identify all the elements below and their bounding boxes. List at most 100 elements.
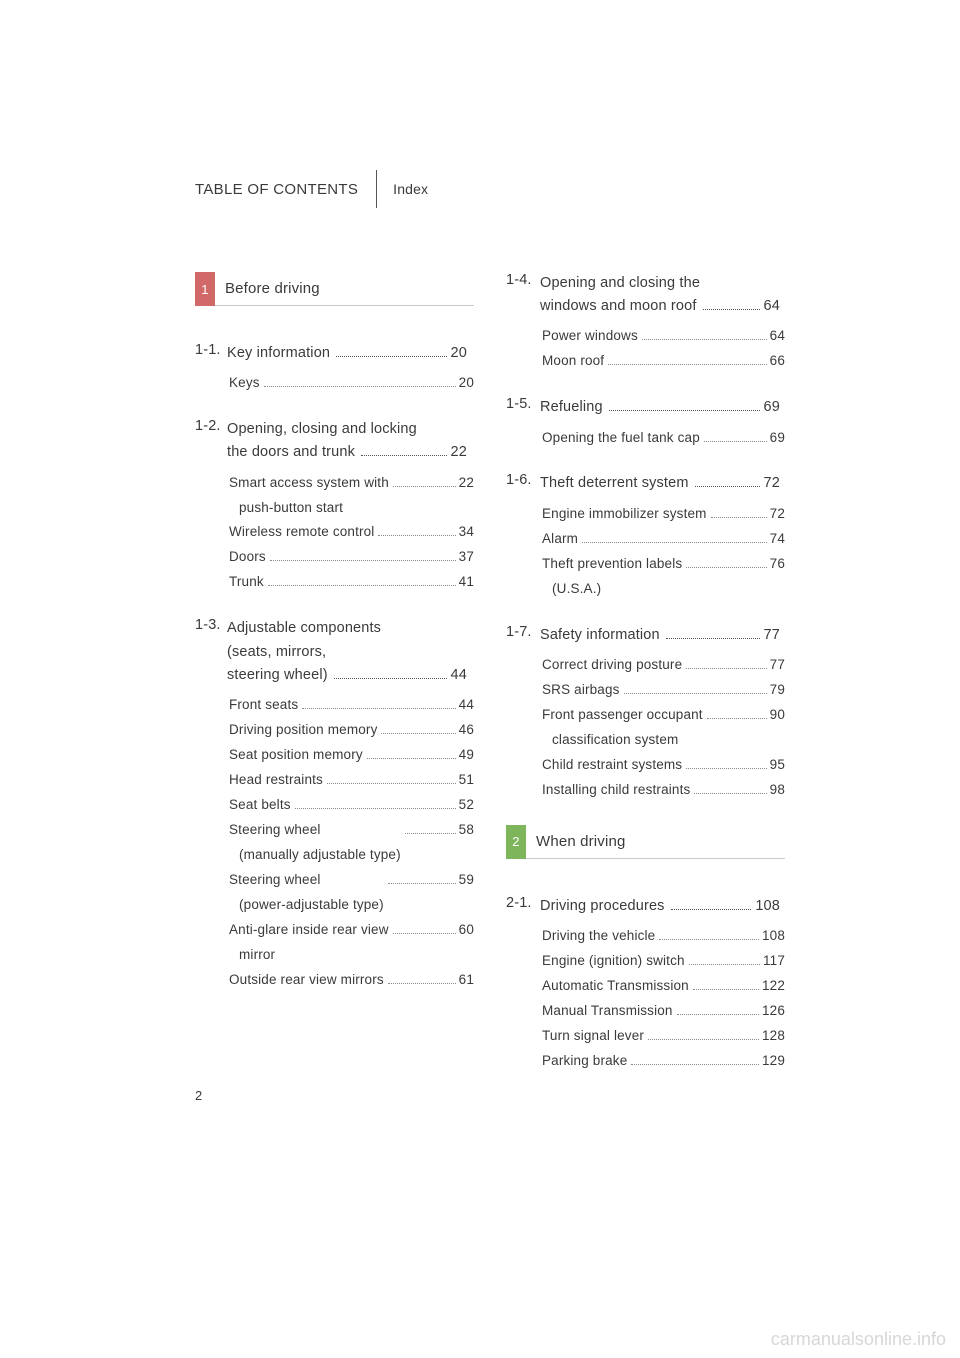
- toc-entry-label: Automatic Transmission: [542, 974, 689, 999]
- toc-entry-label: Smart access system withpush-button star…: [229, 471, 389, 521]
- subsection-heading[interactable]: 2-1.Driving procedures108: [506, 895, 785, 918]
- subsection-title-block: Key information20: [227, 342, 467, 365]
- subsection-items: Power windows64Moon roof66: [542, 324, 785, 374]
- chapter-heading: 1Before driving: [195, 272, 474, 306]
- toc-entry-page: 49: [459, 743, 474, 768]
- toc-entry-label: Front seats: [229, 693, 298, 718]
- leader-dots: [609, 410, 760, 411]
- subsection-page: 72: [764, 472, 780, 495]
- subsection-items: Keys20: [229, 371, 474, 396]
- leader-dots: [270, 560, 456, 561]
- toc-entry-label: Seat belts: [229, 793, 291, 818]
- toc-entry[interactable]: Driving position memory46: [229, 718, 474, 743]
- chapter-heading: 2When driving: [506, 825, 785, 859]
- toc-entry-page: 60: [459, 918, 474, 943]
- leader-dots: [686, 567, 766, 568]
- toc-entry-label: Correct driving posture: [542, 653, 682, 678]
- toc-entry[interactable]: Engine immobilizer system72: [542, 502, 785, 527]
- leader-dots: [631, 1064, 759, 1065]
- toc-entry[interactable]: Smart access system withpush-button star…: [229, 471, 474, 521]
- leader-dots: [677, 1014, 759, 1015]
- toc-entry[interactable]: Seat position memory49: [229, 743, 474, 768]
- toc-entry[interactable]: Engine (ignition) switch117: [542, 949, 785, 974]
- toc-entry[interactable]: Steering wheel(power-adjustable type) 59: [229, 868, 474, 918]
- subsection-heading[interactable]: 1-5.Refueling69: [506, 396, 785, 419]
- leader-dots: [695, 486, 760, 487]
- subsection-page: 44: [451, 664, 467, 687]
- toc-entry[interactable]: Opening the fuel tank cap69: [542, 426, 785, 451]
- toc-entry[interactable]: Turn signal lever128: [542, 1024, 785, 1049]
- subsection-heading[interactable]: 1-4.Opening and closing thewindows and m…: [506, 272, 785, 318]
- toc-entry-page: 41: [459, 570, 474, 595]
- subsection-number: 1-4.: [506, 272, 540, 288]
- subsection-heading[interactable]: 1-3.Adjustable components(seats, mirrors…: [195, 617, 474, 687]
- toc-entry[interactable]: Anti-glare inside rear viewmirror60: [229, 918, 474, 968]
- toc-entry[interactable]: Automatic Transmission122: [542, 974, 785, 999]
- toc-entry-label: Trunk: [229, 570, 264, 595]
- subsection-title-text: Safety information: [540, 624, 660, 647]
- toc-entry[interactable]: Trunk 41: [229, 570, 474, 595]
- toc-entry-label: Installing child restraints: [542, 778, 690, 803]
- toc-entry[interactable]: Correct driving posture77: [542, 653, 785, 678]
- toc-entry-page: 51: [459, 768, 474, 793]
- leader-dots: [703, 309, 760, 310]
- toc-entry[interactable]: Doors37: [229, 545, 474, 570]
- chapter-number-tab: 2: [506, 825, 526, 859]
- toc-entry[interactable]: Manual Transmission126: [542, 999, 785, 1024]
- subsection-title-block: Refueling69: [540, 396, 780, 419]
- subsection-page: 77: [764, 624, 780, 647]
- toc-entry-label: Doors: [229, 545, 266, 570]
- subsection-title-text: windows and moon roof: [540, 295, 697, 318]
- leader-dots: [648, 1039, 759, 1040]
- subsection-heading[interactable]: 1-1.Key information20: [195, 342, 474, 365]
- toc-entry[interactable]: Head restraints 51: [229, 768, 474, 793]
- toc-entry[interactable]: SRS airbags79: [542, 678, 785, 703]
- toc-entry-label: SRS airbags: [542, 678, 620, 703]
- toc-entry-page: 59: [459, 868, 474, 893]
- toc-entry-label: Theft prevention labels(U.S.A.): [542, 552, 682, 602]
- toc-entry[interactable]: Wireless remote control34: [229, 520, 474, 545]
- leader-dots: [378, 535, 455, 536]
- leader-dots: [689, 964, 760, 965]
- subsection-title-block: Theft deterrent system72: [540, 472, 780, 495]
- toc-entry[interactable]: Keys20: [229, 371, 474, 396]
- toc-entry[interactable]: Front seats44: [229, 693, 474, 718]
- leader-dots: [367, 758, 456, 759]
- toc-entry[interactable]: Installing child restraints98: [542, 778, 785, 803]
- chapter-title: When driving: [506, 825, 785, 858]
- toc-entry[interactable]: Moon roof66: [542, 349, 785, 374]
- leader-dots: [666, 638, 760, 639]
- subsection-page: 20: [451, 342, 467, 365]
- toc-column-right: 1-4.Opening and closing thewindows and m…: [506, 272, 785, 1096]
- subsection-heading[interactable]: 1-7.Safety information77: [506, 624, 785, 647]
- toc-entry[interactable]: Seat belts52: [229, 793, 474, 818]
- subsection-items: Smart access system withpush-button star…: [229, 471, 474, 596]
- toc-entry[interactable]: Front passenger occupantclassification s…: [542, 703, 785, 753]
- toc-entry[interactable]: Driving the vehicle108: [542, 924, 785, 949]
- toc-entry[interactable]: Parking brake129: [542, 1049, 785, 1074]
- index-link[interactable]: Index: [393, 181, 428, 197]
- subsection-items: Correct driving posture77SRS airbags79Fr…: [542, 653, 785, 803]
- leader-dots: [686, 668, 766, 669]
- toc-title: TABLE OF CONTENTS: [195, 181, 358, 198]
- toc-entry-label: Steering wheel(power-adjustable type): [229, 868, 384, 918]
- subsection-title-text: Refueling: [540, 396, 603, 419]
- toc-entry[interactable]: Alarm74: [542, 527, 785, 552]
- toc-entry-page: 20: [459, 371, 474, 396]
- leader-dots: [295, 808, 456, 809]
- toc-entry-label: Head restraints: [229, 768, 323, 793]
- leader-dots: [711, 517, 767, 518]
- leader-dots: [707, 718, 767, 719]
- toc-entry-page: 64: [770, 324, 785, 349]
- toc-entry[interactable]: Child restraint systems95: [542, 753, 785, 778]
- toc-entry[interactable]: Theft prevention labels(U.S.A.) 76: [542, 552, 785, 602]
- toc-entry-page: 76: [770, 552, 785, 577]
- toc-entry-page: 90: [770, 703, 785, 728]
- toc-entry[interactable]: Outside rear view mirrors61: [229, 968, 474, 993]
- toc-entry-label: Engine immobilizer system: [542, 502, 707, 527]
- toc-entry[interactable]: Power windows64: [542, 324, 785, 349]
- toc-entry[interactable]: Steering wheel(manually adjustable type)…: [229, 818, 474, 868]
- subsection-heading[interactable]: 1-6.Theft deterrent system72: [506, 472, 785, 495]
- subsection-items: Opening the fuel tank cap69: [542, 426, 785, 451]
- subsection-heading[interactable]: 1-2.Opening, closing and lockingthe door…: [195, 418, 474, 464]
